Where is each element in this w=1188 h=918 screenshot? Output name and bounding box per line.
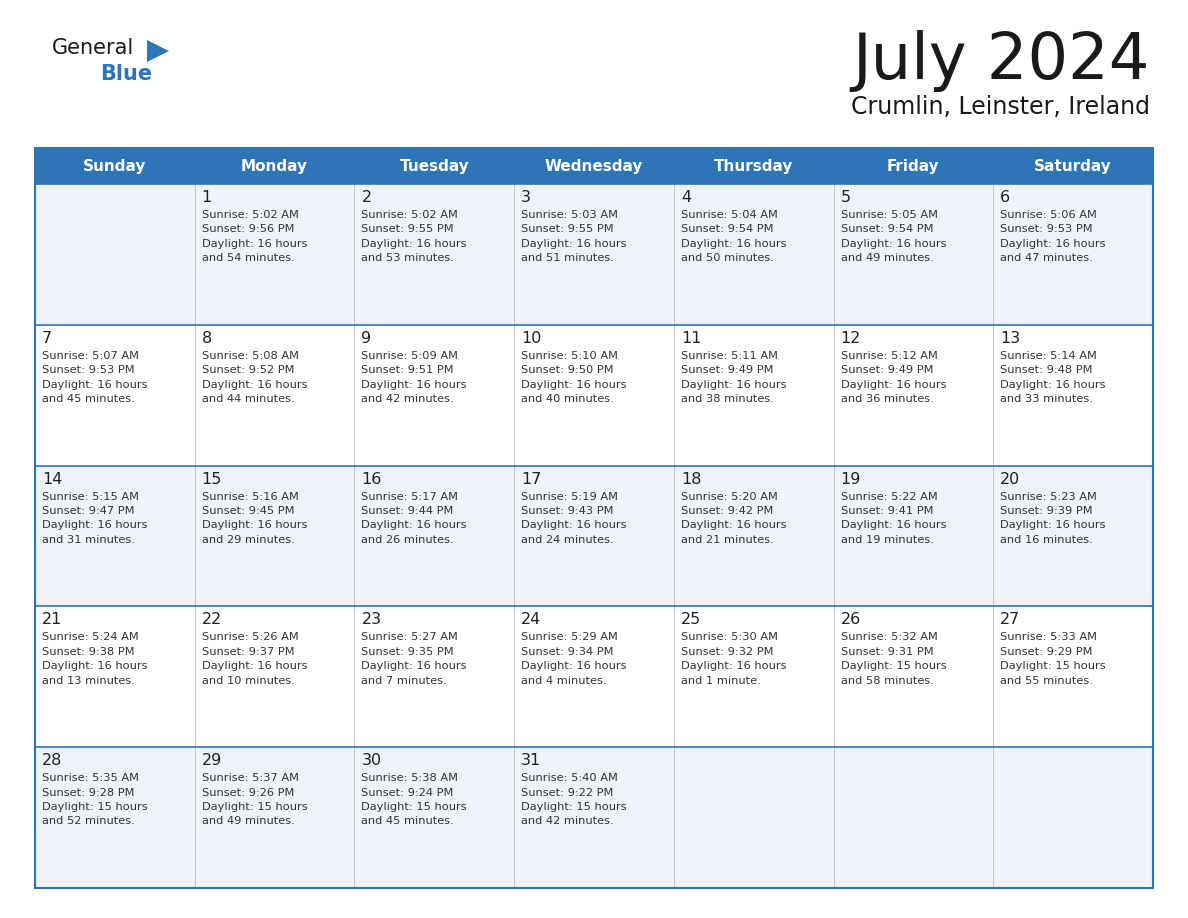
Text: Sunrise: 5:03 AM
Sunset: 9:55 PM
Daylight: 16 hours
and 51 minutes.: Sunrise: 5:03 AM Sunset: 9:55 PM Dayligh…: [522, 210, 626, 263]
Text: 17: 17: [522, 472, 542, 487]
Text: Sunrise: 5:07 AM
Sunset: 9:53 PM
Daylight: 16 hours
and 45 minutes.: Sunrise: 5:07 AM Sunset: 9:53 PM Dayligh…: [42, 351, 147, 404]
Bar: [34, 325, 1154, 465]
Text: Saturday: Saturday: [1035, 159, 1112, 174]
Text: Sunrise: 5:22 AM
Sunset: 9:41 PM
Daylight: 16 hours
and 19 minutes.: Sunrise: 5:22 AM Sunset: 9:41 PM Dayligh…: [841, 492, 946, 544]
Text: Sunrise: 5:02 AM
Sunset: 9:56 PM
Daylight: 16 hours
and 54 minutes.: Sunrise: 5:02 AM Sunset: 9:56 PM Dayligh…: [202, 210, 308, 263]
Text: Sunrise: 5:35 AM
Sunset: 9:28 PM
Daylight: 15 hours
and 52 minutes.: Sunrise: 5:35 AM Sunset: 9:28 PM Dayligh…: [42, 773, 147, 826]
Text: 13: 13: [1000, 330, 1020, 346]
Text: Sunrise: 5:14 AM
Sunset: 9:48 PM
Daylight: 16 hours
and 33 minutes.: Sunrise: 5:14 AM Sunset: 9:48 PM Dayligh…: [1000, 351, 1106, 404]
Polygon shape: [147, 40, 169, 62]
Text: 29: 29: [202, 753, 222, 768]
Text: 19: 19: [841, 472, 861, 487]
Text: Sunrise: 5:30 AM
Sunset: 9:32 PM
Daylight: 16 hours
and 1 minute.: Sunrise: 5:30 AM Sunset: 9:32 PM Dayligh…: [681, 633, 786, 686]
Text: 26: 26: [841, 612, 861, 627]
Text: Sunrise: 5:10 AM
Sunset: 9:50 PM
Daylight: 16 hours
and 40 minutes.: Sunrise: 5:10 AM Sunset: 9:50 PM Dayligh…: [522, 351, 626, 404]
Text: 30: 30: [361, 753, 381, 768]
Text: 10: 10: [522, 330, 542, 346]
Text: Sunrise: 5:40 AM
Sunset: 9:22 PM
Daylight: 15 hours
and 42 minutes.: Sunrise: 5:40 AM Sunset: 9:22 PM Dayligh…: [522, 773, 627, 826]
Text: Sunrise: 5:04 AM
Sunset: 9:54 PM
Daylight: 16 hours
and 50 minutes.: Sunrise: 5:04 AM Sunset: 9:54 PM Dayligh…: [681, 210, 786, 263]
Bar: [34, 148, 1154, 888]
Text: 9: 9: [361, 330, 372, 346]
Text: Sunrise: 5:19 AM
Sunset: 9:43 PM
Daylight: 16 hours
and 24 minutes.: Sunrise: 5:19 AM Sunset: 9:43 PM Dayligh…: [522, 492, 626, 544]
Text: 14: 14: [42, 472, 63, 487]
Text: Friday: Friday: [887, 159, 940, 174]
Text: 23: 23: [361, 612, 381, 627]
Text: 5: 5: [841, 190, 851, 205]
Text: Sunrise: 5:26 AM
Sunset: 9:37 PM
Daylight: 16 hours
and 10 minutes.: Sunrise: 5:26 AM Sunset: 9:37 PM Dayligh…: [202, 633, 308, 686]
Text: Sunrise: 5:12 AM
Sunset: 9:49 PM
Daylight: 16 hours
and 36 minutes.: Sunrise: 5:12 AM Sunset: 9:49 PM Dayligh…: [841, 351, 946, 404]
Text: Monday: Monday: [241, 159, 308, 174]
Text: 21: 21: [42, 612, 63, 627]
Text: 4: 4: [681, 190, 691, 205]
Text: Sunrise: 5:24 AM
Sunset: 9:38 PM
Daylight: 16 hours
and 13 minutes.: Sunrise: 5:24 AM Sunset: 9:38 PM Dayligh…: [42, 633, 147, 686]
Text: Sunrise: 5:38 AM
Sunset: 9:24 PM
Daylight: 15 hours
and 45 minutes.: Sunrise: 5:38 AM Sunset: 9:24 PM Dayligh…: [361, 773, 467, 826]
Text: 1: 1: [202, 190, 211, 205]
Text: Sunrise: 5:33 AM
Sunset: 9:29 PM
Daylight: 15 hours
and 55 minutes.: Sunrise: 5:33 AM Sunset: 9:29 PM Dayligh…: [1000, 633, 1106, 686]
Text: Sunrise: 5:20 AM
Sunset: 9:42 PM
Daylight: 16 hours
and 21 minutes.: Sunrise: 5:20 AM Sunset: 9:42 PM Dayligh…: [681, 492, 786, 544]
Text: Thursday: Thursday: [714, 159, 794, 174]
Text: 28: 28: [42, 753, 63, 768]
Text: Sunrise: 5:27 AM
Sunset: 9:35 PM
Daylight: 16 hours
and 7 minutes.: Sunrise: 5:27 AM Sunset: 9:35 PM Dayligh…: [361, 633, 467, 686]
Text: Tuesday: Tuesday: [399, 159, 469, 174]
Text: 8: 8: [202, 330, 211, 346]
Text: 31: 31: [522, 753, 542, 768]
Text: 11: 11: [681, 330, 701, 346]
Text: Sunrise: 5:32 AM
Sunset: 9:31 PM
Daylight: 15 hours
and 58 minutes.: Sunrise: 5:32 AM Sunset: 9:31 PM Dayligh…: [841, 633, 946, 686]
Text: Wednesday: Wednesday: [545, 159, 643, 174]
Text: 7: 7: [42, 330, 52, 346]
Text: Sunrise: 5:08 AM
Sunset: 9:52 PM
Daylight: 16 hours
and 44 minutes.: Sunrise: 5:08 AM Sunset: 9:52 PM Dayligh…: [202, 351, 308, 404]
Text: 24: 24: [522, 612, 542, 627]
Text: 27: 27: [1000, 612, 1020, 627]
Text: Crumlin, Leinster, Ireland: Crumlin, Leinster, Ireland: [851, 95, 1150, 119]
Text: General: General: [52, 38, 134, 58]
Text: Sunrise: 5:37 AM
Sunset: 9:26 PM
Daylight: 15 hours
and 49 minutes.: Sunrise: 5:37 AM Sunset: 9:26 PM Dayligh…: [202, 773, 308, 826]
Text: 25: 25: [681, 612, 701, 627]
Text: Sunrise: 5:16 AM
Sunset: 9:45 PM
Daylight: 16 hours
and 29 minutes.: Sunrise: 5:16 AM Sunset: 9:45 PM Dayligh…: [202, 492, 308, 544]
Text: 3: 3: [522, 190, 531, 205]
Text: 6: 6: [1000, 190, 1011, 205]
Text: 2: 2: [361, 190, 372, 205]
Text: Sunrise: 5:06 AM
Sunset: 9:53 PM
Daylight: 16 hours
and 47 minutes.: Sunrise: 5:06 AM Sunset: 9:53 PM Dayligh…: [1000, 210, 1106, 263]
Bar: [34, 148, 1154, 184]
Text: Sunrise: 5:02 AM
Sunset: 9:55 PM
Daylight: 16 hours
and 53 minutes.: Sunrise: 5:02 AM Sunset: 9:55 PM Dayligh…: [361, 210, 467, 263]
Text: Sunrise: 5:17 AM
Sunset: 9:44 PM
Daylight: 16 hours
and 26 minutes.: Sunrise: 5:17 AM Sunset: 9:44 PM Dayligh…: [361, 492, 467, 544]
Text: Sunday: Sunday: [83, 159, 146, 174]
Text: 20: 20: [1000, 472, 1020, 487]
Text: Blue: Blue: [100, 64, 152, 84]
Text: Sunrise: 5:29 AM
Sunset: 9:34 PM
Daylight: 16 hours
and 4 minutes.: Sunrise: 5:29 AM Sunset: 9:34 PM Dayligh…: [522, 633, 626, 686]
Text: 18: 18: [681, 472, 701, 487]
Text: 12: 12: [841, 330, 861, 346]
Text: 16: 16: [361, 472, 381, 487]
Bar: [34, 747, 1154, 888]
Bar: [34, 184, 1154, 325]
Text: Sunrise: 5:11 AM
Sunset: 9:49 PM
Daylight: 16 hours
and 38 minutes.: Sunrise: 5:11 AM Sunset: 9:49 PM Dayligh…: [681, 351, 786, 404]
Bar: [34, 607, 1154, 747]
Text: 15: 15: [202, 472, 222, 487]
Bar: [34, 465, 1154, 607]
Text: Sunrise: 5:05 AM
Sunset: 9:54 PM
Daylight: 16 hours
and 49 minutes.: Sunrise: 5:05 AM Sunset: 9:54 PM Dayligh…: [841, 210, 946, 263]
Text: Sunrise: 5:15 AM
Sunset: 9:47 PM
Daylight: 16 hours
and 31 minutes.: Sunrise: 5:15 AM Sunset: 9:47 PM Dayligh…: [42, 492, 147, 544]
Text: Sunrise: 5:23 AM
Sunset: 9:39 PM
Daylight: 16 hours
and 16 minutes.: Sunrise: 5:23 AM Sunset: 9:39 PM Dayligh…: [1000, 492, 1106, 544]
Text: Sunrise: 5:09 AM
Sunset: 9:51 PM
Daylight: 16 hours
and 42 minutes.: Sunrise: 5:09 AM Sunset: 9:51 PM Dayligh…: [361, 351, 467, 404]
Text: July 2024: July 2024: [853, 30, 1150, 92]
Text: 22: 22: [202, 612, 222, 627]
